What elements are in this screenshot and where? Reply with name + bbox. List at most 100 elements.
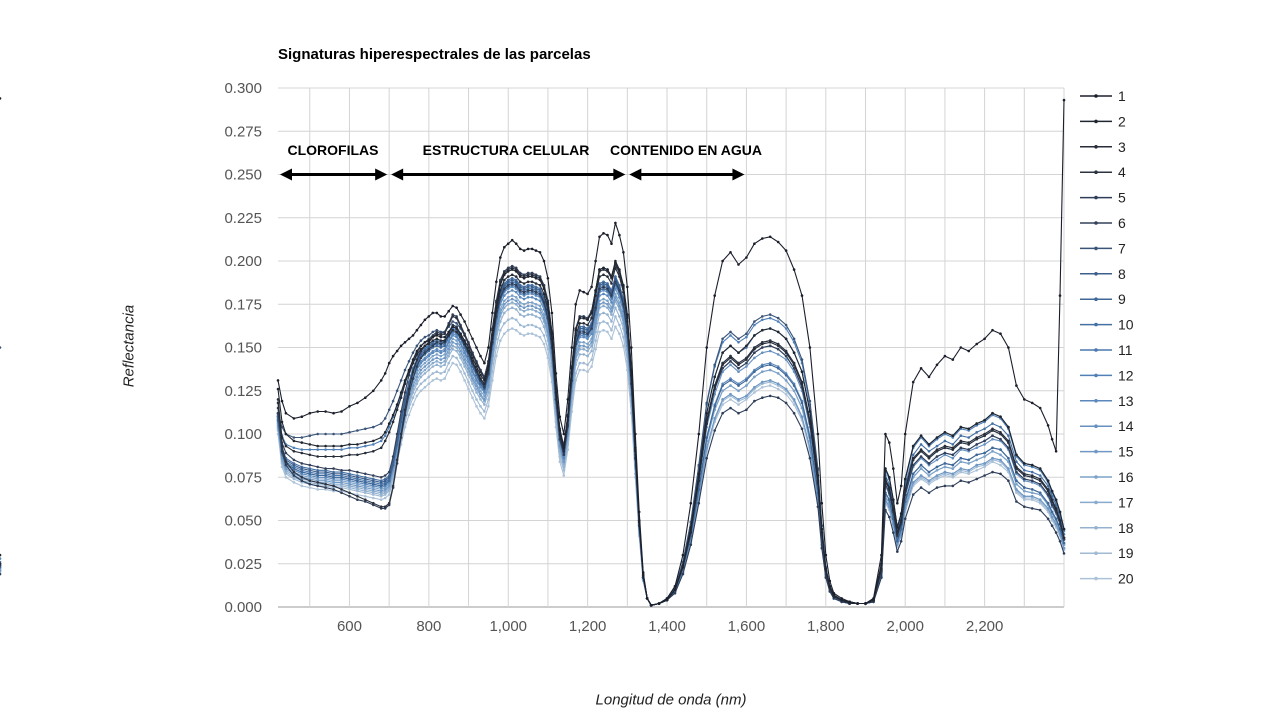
data-point [383, 474, 387, 477]
data-point [1046, 484, 1050, 488]
data-point [407, 387, 411, 391]
data-point [435, 337, 439, 341]
data-point [1050, 515, 1054, 519]
data-point [618, 268, 621, 271]
data-point [784, 401, 788, 405]
data-point [618, 315, 621, 318]
data-point [522, 282, 526, 285]
data-point [586, 363, 589, 367]
data-point [459, 325, 462, 329]
data-point [467, 380, 470, 384]
data-point [332, 467, 335, 470]
data-point [518, 332, 522, 336]
data-point [471, 337, 474, 341]
data-point [495, 306, 498, 310]
data-point [1023, 398, 1026, 401]
data-point [816, 432, 820, 436]
data-point [475, 346, 478, 349]
data-point [919, 443, 923, 446]
data-point [383, 496, 387, 500]
data-point [356, 443, 359, 446]
data-point [526, 285, 530, 289]
data-point [379, 505, 383, 509]
data-point [888, 505, 891, 509]
data-point [364, 482, 367, 486]
data-point [487, 398, 490, 401]
data-point [348, 477, 351, 481]
data-point [1054, 450, 1058, 453]
data-point [534, 306, 538, 310]
data-point [463, 358, 466, 361]
data-point [578, 341, 581, 344]
data-point [510, 301, 514, 304]
data-point [967, 458, 970, 462]
data-point [423, 351, 427, 355]
y-tick-label: 0.050 [224, 513, 262, 530]
data-point [514, 278, 518, 282]
data-point [737, 263, 740, 266]
data-point [1058, 294, 1062, 297]
data-point [324, 476, 327, 479]
data-point [911, 456, 915, 460]
data-point [753, 334, 756, 337]
data-point [1015, 488, 1018, 491]
data-point [586, 346, 589, 349]
data-point [439, 346, 443, 349]
data-point [280, 436, 284, 439]
data-point [427, 375, 431, 379]
data-point [506, 283, 510, 287]
data-point [514, 242, 518, 245]
data-point [784, 351, 788, 355]
data-point [407, 360, 411, 363]
data-point [546, 347, 550, 351]
data-point [614, 306, 617, 310]
data-point [510, 278, 514, 282]
data-point [447, 334, 451, 337]
data-point [951, 358, 955, 361]
data-point [911, 444, 915, 448]
legend-item: 6 [1080, 215, 1126, 231]
data-point [483, 382, 486, 386]
data-point [435, 330, 439, 334]
data-point [761, 342, 764, 346]
data-point [614, 315, 617, 318]
data-point [455, 330, 458, 334]
data-point [598, 330, 601, 334]
data-point [526, 247, 530, 251]
region-arrow [391, 168, 626, 181]
data-point [784, 327, 788, 330]
data-point [622, 344, 625, 348]
data-point [729, 379, 732, 382]
data-point [340, 481, 343, 484]
data-point [959, 446, 963, 450]
data-point [542, 301, 546, 304]
data-point [526, 289, 530, 292]
data-point [463, 342, 466, 346]
data-point [431, 330, 435, 334]
data-point [602, 301, 605, 304]
x-tick-label: 1,200 [569, 618, 607, 635]
data-point [816, 474, 820, 477]
data-point [0, 346, 2, 349]
data-point [364, 500, 367, 503]
data-point [880, 576, 883, 579]
legend-label: 1 [1118, 88, 1126, 104]
data-point [372, 493, 375, 496]
data-point [1023, 495, 1026, 498]
data-point [455, 342, 458, 346]
data-point [590, 365, 593, 368]
data-point [340, 482, 343, 486]
data-point [379, 481, 383, 484]
data-point [935, 448, 939, 451]
data-point [713, 363, 716, 367]
data-point [463, 351, 466, 355]
data-point [372, 501, 375, 505]
data-point [526, 275, 530, 278]
data-point [332, 476, 335, 479]
data-point [899, 512, 903, 515]
data-point [729, 330, 732, 334]
data-point [348, 474, 351, 477]
data-point [546, 277, 550, 280]
data-point [526, 313, 530, 316]
data-point [379, 484, 383, 488]
